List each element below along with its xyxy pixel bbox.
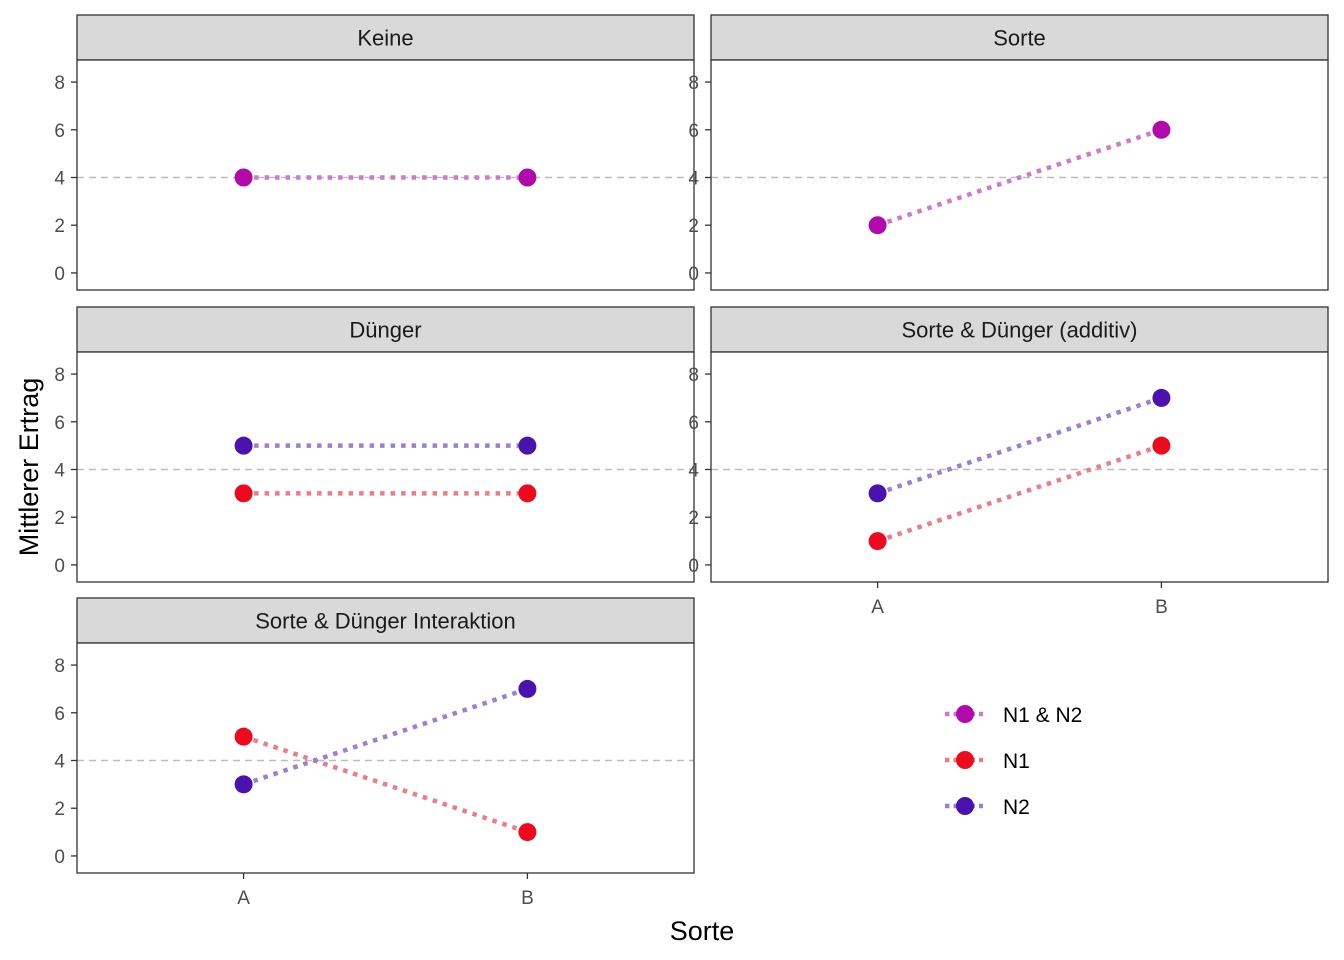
panel-strip — [710, 306, 1329, 353]
y-tick-label: 4 — [54, 752, 65, 773]
y-tick-label: 4 — [54, 461, 65, 482]
data-point — [518, 436, 537, 455]
panel-background — [711, 352, 1328, 582]
data-point — [868, 484, 887, 503]
data-point — [234, 436, 253, 455]
y-tick-label: 0 — [688, 556, 699, 577]
data-point — [518, 679, 537, 698]
y-tick-label: 6 — [54, 413, 65, 434]
panel-border — [710, 59, 1329, 291]
y-tick-label: 6 — [54, 704, 65, 725]
data-point — [868, 532, 887, 551]
data-point — [1152, 388, 1171, 407]
y-tick-label: 8 — [54, 73, 65, 94]
panel-strip — [710, 14, 1329, 61]
y-tick-label: 6 — [688, 121, 699, 142]
legend-item: N2 — [945, 796, 1030, 819]
y-tick-label: 8 — [54, 656, 65, 677]
x-tick-label: A — [237, 888, 250, 909]
x-tick-label: B — [1155, 597, 1168, 618]
x-tick-label: B — [521, 888, 534, 909]
y-tick-label: 4 — [54, 169, 65, 190]
legend-item: N1 & N2 — [945, 704, 1082, 727]
legend-item: N1 — [945, 750, 1030, 773]
panel-strip — [76, 597, 695, 644]
y-tick-label: 4 — [688, 461, 699, 482]
panel-border — [710, 351, 1329, 583]
y-tick-label: 0 — [54, 264, 65, 285]
legend-key-point — [956, 797, 974, 815]
panel-background — [77, 60, 694, 290]
x-tick-label: A — [871, 597, 884, 618]
panel-border — [76, 59, 695, 291]
y-tick-label: 0 — [688, 264, 699, 285]
data-point — [1152, 120, 1171, 139]
legend-label: N1 & N2 — [1003, 704, 1082, 727]
y-tick-label: 4 — [688, 169, 699, 190]
series-line — [876, 395, 1163, 496]
y-tick-label: 2 — [54, 799, 65, 820]
panel-border — [76, 642, 695, 874]
y-tick-label: 2 — [54, 508, 65, 529]
data-point — [234, 484, 253, 503]
y-tick-label: 6 — [688, 413, 699, 434]
x-axis-title: Sorte — [670, 916, 735, 946]
data-point — [234, 775, 253, 794]
panel-border — [76, 351, 695, 583]
panel-5: Sorte & Dünger Interaktion 0 2 4 6 8 A B — [54, 597, 695, 909]
panel-title: Sorte — [993, 26, 1046, 51]
legend: N1 & N2 N1 N2 — [945, 704, 1082, 819]
legend-key-point — [956, 751, 974, 769]
y-tick-label: 2 — [688, 216, 699, 237]
y-tick-label: 0 — [54, 847, 65, 868]
panel-2: Sorte 0 2 4 6 8 — [688, 14, 1329, 291]
data-point — [518, 484, 537, 503]
series-line — [876, 127, 1163, 228]
panel-background — [77, 352, 694, 582]
panel-3: Dünger 0 2 4 6 8 — [54, 306, 695, 583]
data-point — [1152, 436, 1171, 455]
data-point — [234, 727, 253, 746]
panel-strip — [76, 306, 695, 353]
y-tick-label: 2 — [688, 508, 699, 529]
legend-label: N1 — [1003, 750, 1030, 773]
panel-background — [711, 60, 1328, 290]
y-tick-label: 6 — [54, 121, 65, 142]
panel-background — [77, 643, 694, 873]
y-tick-label: 8 — [688, 365, 699, 386]
data-point — [518, 823, 537, 842]
data-point — [868, 216, 887, 235]
series-line — [876, 443, 1163, 544]
panel-1: Keine 0 2 4 6 8 — [54, 14, 695, 291]
panel-strip — [76, 14, 695, 61]
y-tick-label: 8 — [54, 365, 65, 386]
panel-title: Keine — [357, 26, 413, 51]
data-point — [518, 168, 537, 187]
legend-label: N2 — [1003, 796, 1030, 819]
panel-title: Sorte & Dünger (additiv) — [902, 318, 1138, 343]
panel-title: Sorte & Dünger Interaktion — [255, 609, 515, 634]
y-axis-title: Mittlerer Ertrag — [14, 378, 44, 557]
data-point — [234, 168, 253, 187]
y-tick-label: 8 — [688, 73, 699, 94]
legend-key-point — [956, 705, 974, 723]
series-line — [242, 734, 529, 835]
series-line — [242, 686, 529, 787]
panel-title: Dünger — [349, 318, 421, 343]
y-tick-label: 0 — [54, 556, 65, 577]
panel-4: Sorte & Dünger (additiv) 0 2 4 6 8 A B — [688, 306, 1329, 618]
y-tick-label: 2 — [54, 216, 65, 237]
